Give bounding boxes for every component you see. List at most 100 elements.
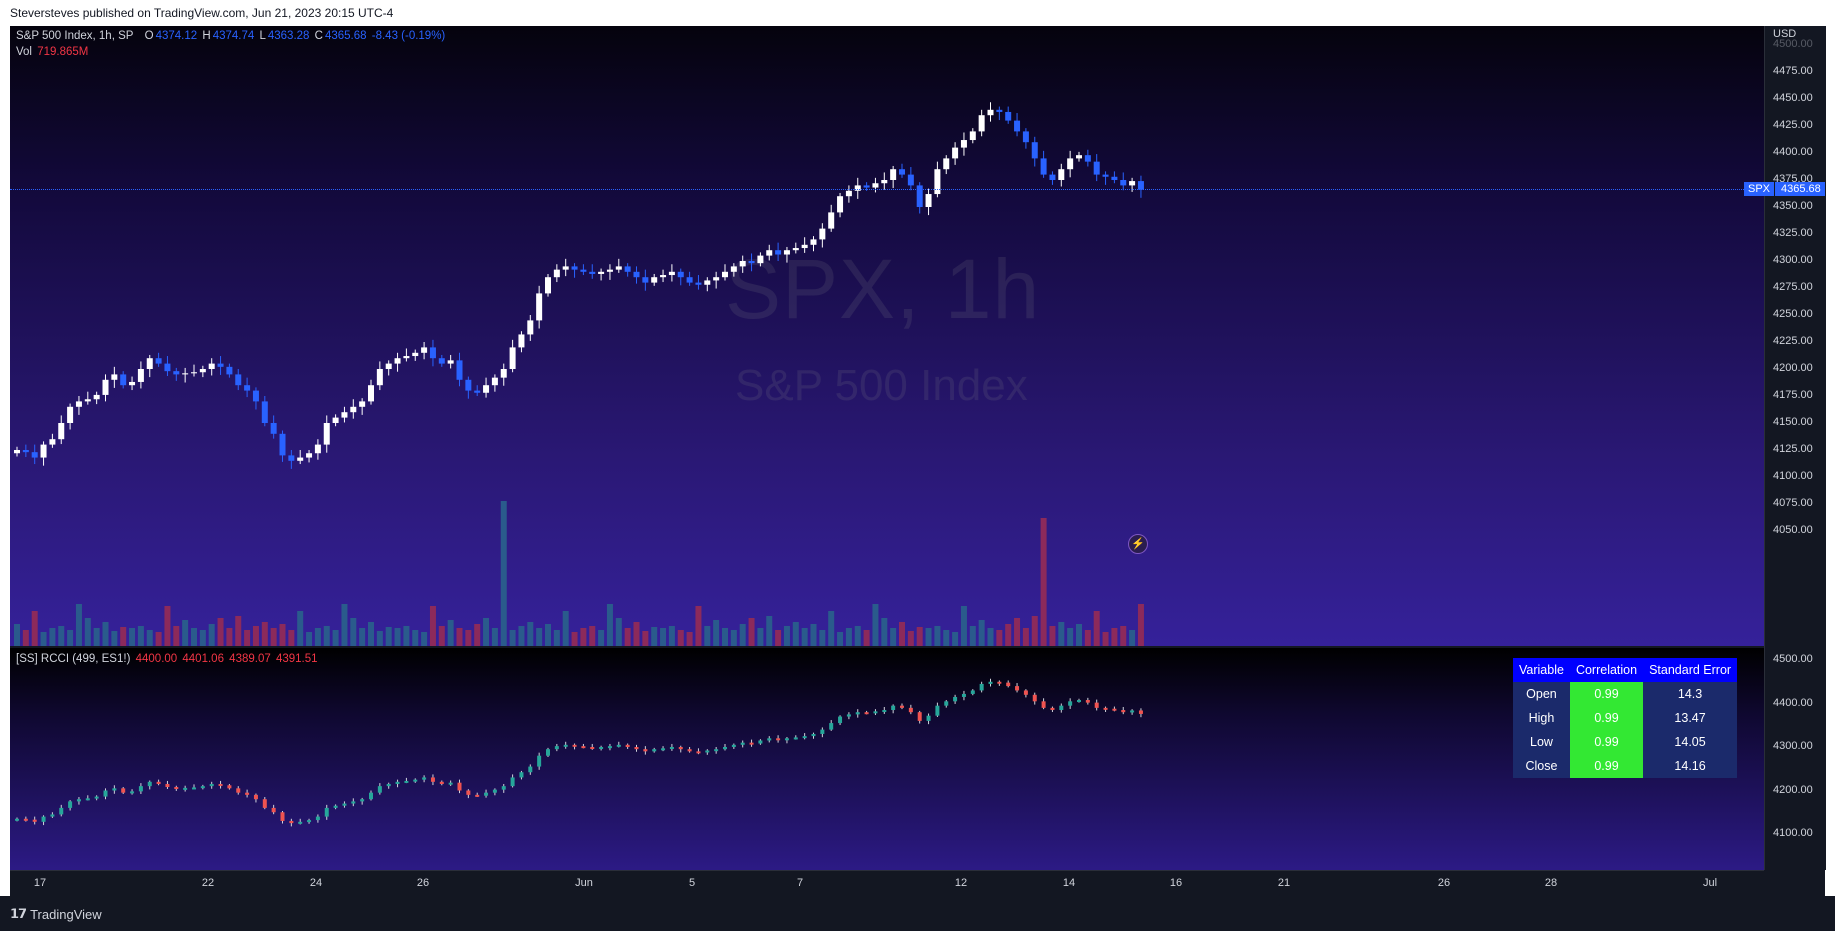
volume-bar (642, 631, 649, 646)
price-candle (695, 282, 702, 285)
lightning-icon[interactable]: ⚡ (1128, 534, 1148, 554)
rcci-candle (76, 799, 81, 802)
price-tick-label: 4300.00 (1773, 254, 1813, 266)
price-candle (668, 271, 675, 276)
price-candle (633, 271, 640, 278)
volume-bar (191, 628, 197, 646)
legend-high-label: H (202, 30, 211, 42)
price-tick-label: 4450.00 (1773, 92, 1813, 104)
rcci-candle (324, 807, 329, 817)
volume-bar (677, 630, 684, 646)
rcci-candle (528, 766, 533, 773)
rcci-candle (758, 740, 763, 744)
rcci-candle (723, 747, 727, 750)
price-candle (93, 394, 100, 400)
table-cell-se: 14.3 (1643, 682, 1738, 706)
volume-bar (960, 606, 967, 646)
volume-bar (376, 631, 383, 646)
volume-bar (14, 624, 20, 646)
rcci-candle (855, 712, 860, 715)
currency-label[interactable]: USD (1773, 28, 1797, 40)
volume-bar (1093, 611, 1100, 646)
volume-bar (368, 622, 374, 646)
tradingview-logo[interactable]: 𝟭𝟳 TradingView (10, 906, 102, 922)
time-tick-label: 16 (1169, 877, 1183, 889)
rcci-pane[interactable]: [SS] RCCI (499, ES1!) 4400.00 4401.06 43… (10, 648, 1764, 870)
price-candle (368, 385, 374, 402)
rcci-candle (997, 681, 1002, 684)
price-axis[interactable]: USD 4500.00 4475.00 4450.00 4425.00 4400.00 4… (1764, 26, 1826, 870)
price-candle (474, 390, 481, 393)
last-price-badge: SPX 4365.68 (1744, 182, 1825, 196)
volume-bar (978, 620, 985, 646)
rcci-candle (85, 798, 90, 801)
time-tick-label: 7 (796, 877, 804, 889)
price-candle (244, 385, 251, 391)
rcci-candle (94, 796, 99, 799)
volume-bar (606, 604, 613, 646)
time-tick-label: 12 (954, 877, 968, 889)
volume-bar (244, 630, 251, 646)
price-candle (907, 174, 914, 186)
volume-bar (598, 630, 605, 646)
volume-bar (102, 622, 109, 646)
price-candle (1102, 174, 1109, 177)
volume-bar (589, 626, 596, 646)
price-candle (775, 250, 782, 255)
volume-bar (890, 628, 897, 646)
price-candle (208, 363, 215, 369)
rcci-candle (209, 783, 214, 787)
price-tick-label: 4100.00 (1773, 470, 1813, 482)
volume-bar (819, 630, 826, 646)
correlation-table: Variable Correlation Standard Error Open… (1513, 658, 1738, 778)
last-price-line (10, 189, 1764, 190)
main-legend[interactable]: S&P 500 Index, 1h, SP O 4374.12 H 4374.74 … (16, 30, 447, 42)
price-candle (297, 457, 304, 461)
price-candle (545, 277, 551, 294)
rcci-candle (369, 792, 373, 800)
volume-bar (385, 627, 392, 646)
rcci-candle (882, 710, 887, 713)
price-candle (757, 255, 764, 264)
rcci-candle (634, 747, 639, 750)
price-candle (1014, 120, 1021, 132)
brand-name: TradingView (30, 906, 102, 922)
table-header: Standard Error (1643, 658, 1738, 682)
rcci-candle (227, 785, 232, 789)
volume-bar (615, 618, 622, 646)
rcci-name[interactable]: [SS] RCCI (499, ES1!) (16, 653, 131, 665)
volume-bar (1014, 618, 1021, 646)
rcci-candle (23, 818, 28, 821)
time-tick-label: 22 (201, 877, 215, 889)
price-candle (226, 366, 233, 375)
price-candle (483, 385, 490, 393)
volume-legend[interactable]: Vol 719.865M (16, 46, 90, 58)
rcci-candle (289, 820, 294, 824)
rcci-candle (652, 749, 657, 752)
rcci-candle (829, 723, 834, 730)
time-axis[interactable]: 17 22 24 26 Jun 5 7 12 14 16 21 26 28 Jul (10, 870, 1764, 897)
legend-symbol[interactable]: S&P 500 Index, 1h, SP (16, 30, 134, 42)
price-candle (722, 271, 728, 278)
price-candle (323, 423, 330, 445)
price-candle (615, 266, 622, 270)
table-cell-variable: Low (1513, 730, 1570, 754)
price-candle (739, 261, 746, 267)
price-candle (137, 369, 144, 382)
price-candle (1005, 111, 1012, 121)
rcci-candle (59, 807, 64, 815)
rcci-candle (351, 801, 356, 804)
rcci-candle (484, 792, 489, 796)
main-price-pane[interactable]: SPX, 1h S&P 500 Index S&P 500 Index, 1h,… (10, 26, 1764, 646)
rcci-candle (298, 821, 303, 824)
price-candle (155, 358, 162, 364)
rcci-candle (112, 788, 117, 791)
rcci-legend[interactable]: [SS] RCCI (499, ES1!) 4400.00 4401.06 43… (16, 653, 320, 665)
rcci-candle (970, 690, 975, 694)
volume-bar (783, 626, 790, 646)
volume-bar (801, 628, 808, 646)
price-candle (801, 244, 808, 249)
volume-bar (872, 604, 879, 646)
volume-bar (1076, 624, 1082, 646)
rcci-candle (1059, 705, 1064, 711)
